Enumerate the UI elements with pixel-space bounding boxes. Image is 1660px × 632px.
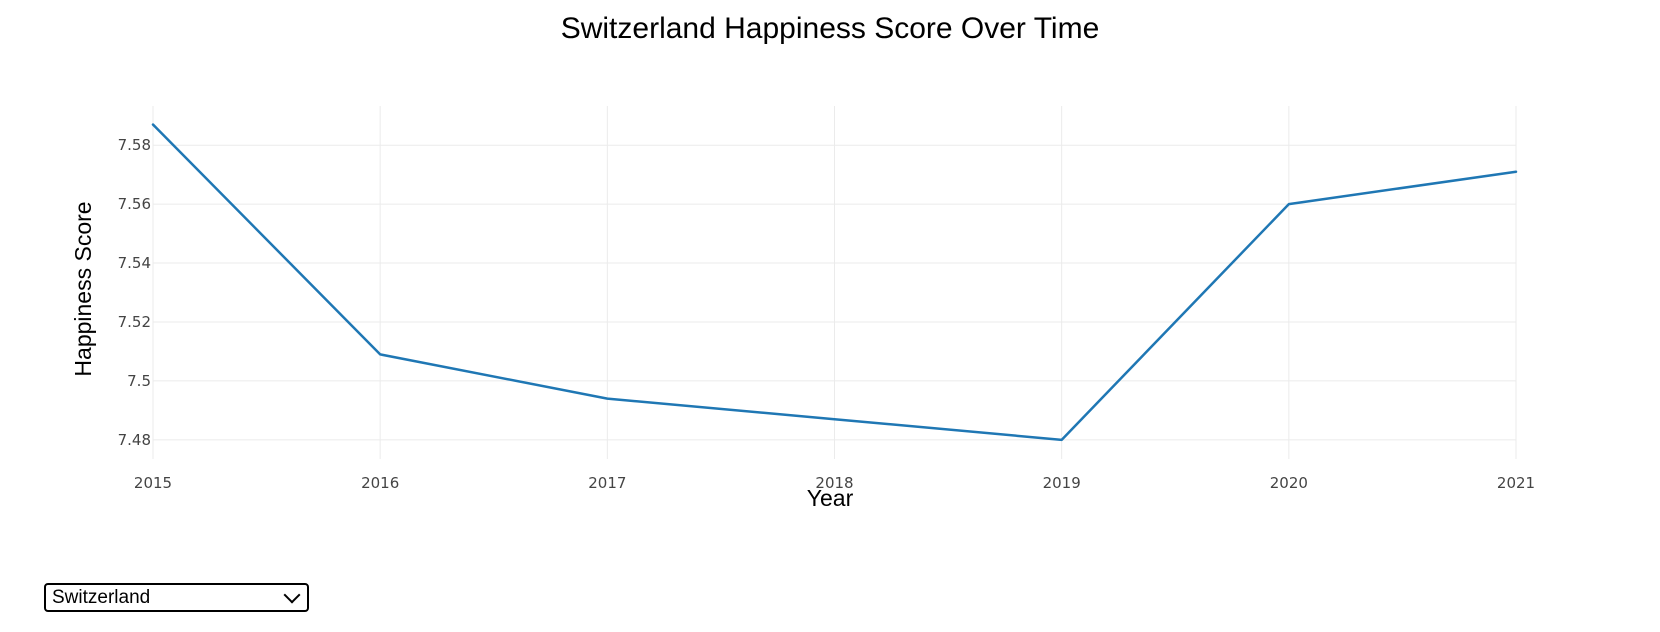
x-axis-title: Year bbox=[807, 485, 854, 511]
grid-lines bbox=[152, 106, 1517, 459]
x-tick-label: 2020 bbox=[1270, 474, 1308, 492]
y-tick-label: 7.52 bbox=[118, 313, 151, 331]
x-tick-label: 2015 bbox=[134, 474, 172, 492]
x-tick-label: 2019 bbox=[1043, 474, 1081, 492]
y-tick-label: 7.56 bbox=[118, 195, 151, 213]
line-chart: 7.48 7.5 7.52 7.54 7.56 7.58 2015 2016 2017 2018… bbox=[70, 12, 1535, 511]
y-axis-ticks: 7.48 7.5 7.52 7.54 7.56 7.58 bbox=[118, 136, 151, 449]
country-select-value: Switzerland bbox=[52, 587, 151, 608]
series-layer bbox=[151, 123, 1518, 442]
x-axis-ticks: 2015 2016 2017 2018 2019 2020 2021 bbox=[134, 474, 1535, 492]
y-axis-title: Happiness Score bbox=[70, 201, 96, 376]
y-tick-label: 7.48 bbox=[118, 431, 151, 449]
y-tick-label: 7.5 bbox=[127, 372, 151, 390]
chevron-down-icon bbox=[283, 586, 301, 604]
chart-title: Switzerland Happiness Score Over Time bbox=[561, 12, 1100, 45]
x-tick-label: 2016 bbox=[361, 474, 399, 492]
y-tick-label: 7.58 bbox=[118, 136, 151, 154]
x-tick-label: 2018 bbox=[815, 474, 853, 492]
x-tick-label: 2021 bbox=[1497, 474, 1535, 492]
y-tick-label: 7.54 bbox=[118, 254, 151, 272]
x-tick-label: 2017 bbox=[588, 474, 626, 492]
country-select[interactable]: Switzerland bbox=[44, 583, 309, 612]
